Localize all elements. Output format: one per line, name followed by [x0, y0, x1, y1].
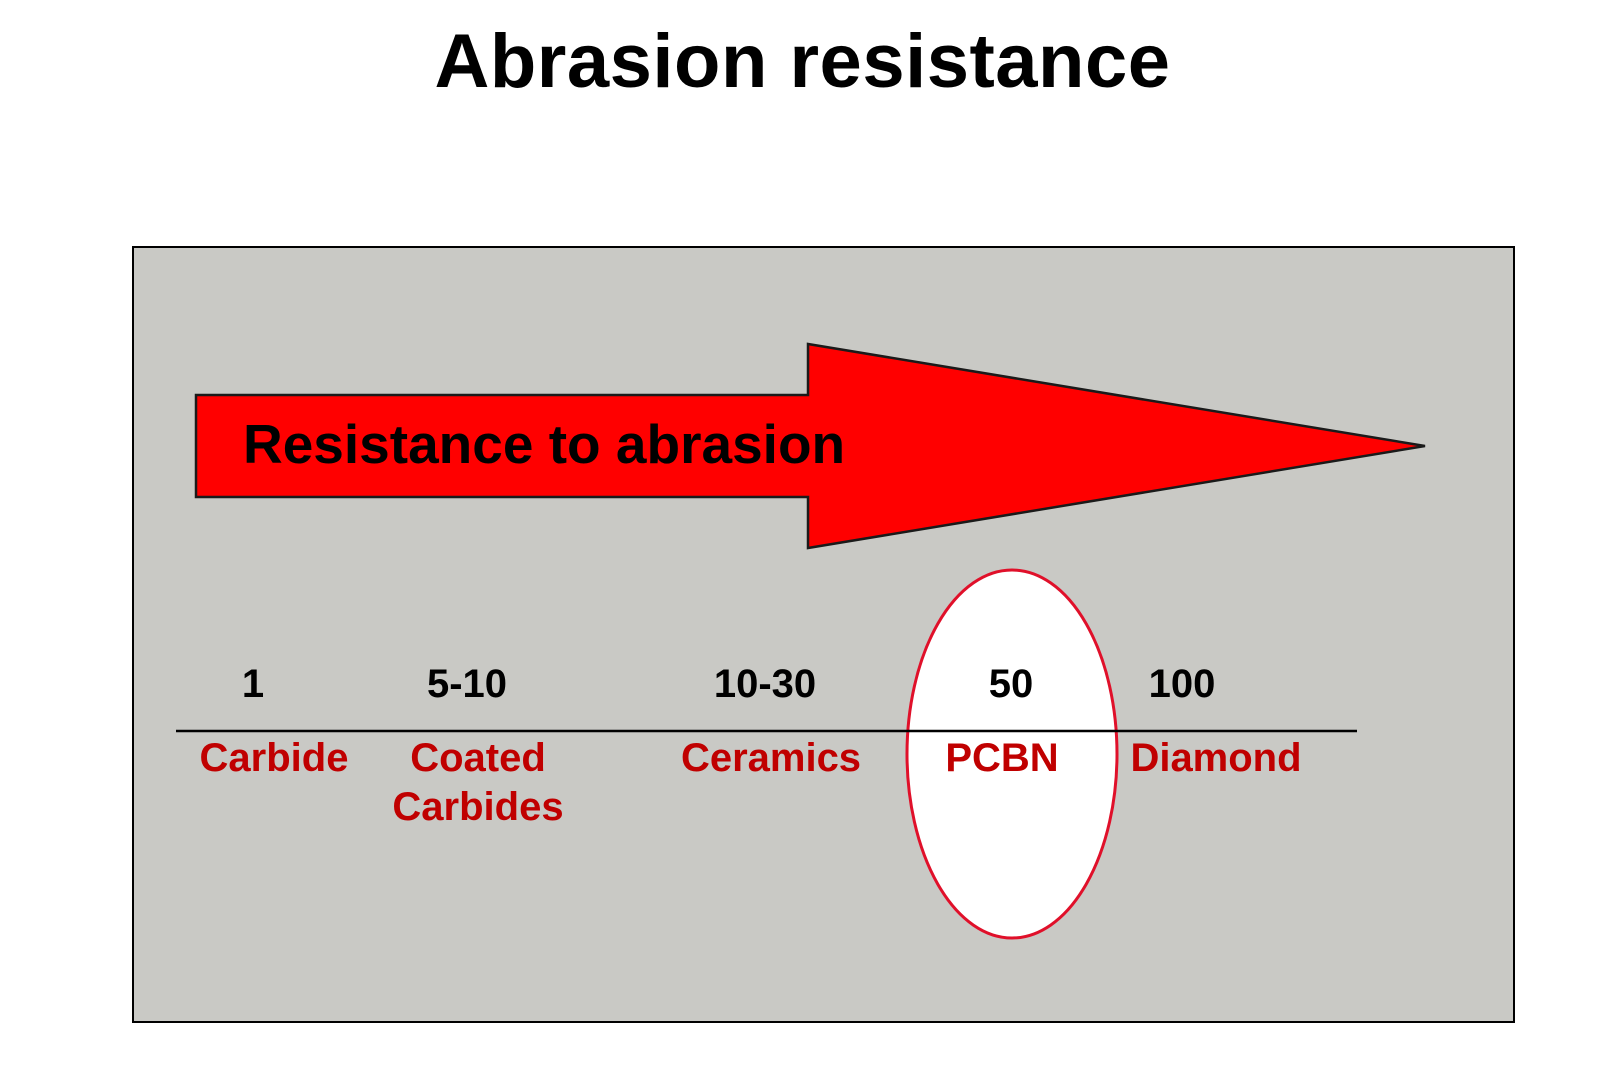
material-label-line: Ceramics [680, 736, 862, 780]
page-title: Abrasion resistance [434, 19, 1171, 104]
scale-value-coated-carbides: 5-10 [426, 662, 508, 706]
material-label-diamond: Diamond [1130, 734, 1301, 783]
material-label-line: Carbide [199, 736, 349, 780]
pcbn-highlight-ellipse [905, 568, 1119, 940]
resistance-arrow [194, 342, 1426, 550]
material-label-line: Diamond [1130, 736, 1302, 780]
material-label-line: Carbides [392, 785, 564, 829]
material-label-coated-carbides: Coated Carbides [392, 734, 563, 832]
material-label-ceramics: Ceramics [681, 734, 861, 783]
scale-value-diamond: 100 [1148, 662, 1216, 706]
scale-value-ceramics: 10-30 [713, 662, 817, 706]
material-label-line: PCBN [945, 736, 1059, 780]
scale-value-pcbn: 50 [988, 662, 1034, 706]
diagram-panel [132, 246, 1515, 1023]
material-label-carbide: Carbide [200, 734, 349, 783]
material-label-pcbn: PCBN [945, 734, 1058, 783]
material-label-line: Coated [410, 736, 546, 780]
scale-value-carbide: 1 [241, 662, 265, 706]
arrow-label: Resistance to abrasion [243, 413, 846, 475]
